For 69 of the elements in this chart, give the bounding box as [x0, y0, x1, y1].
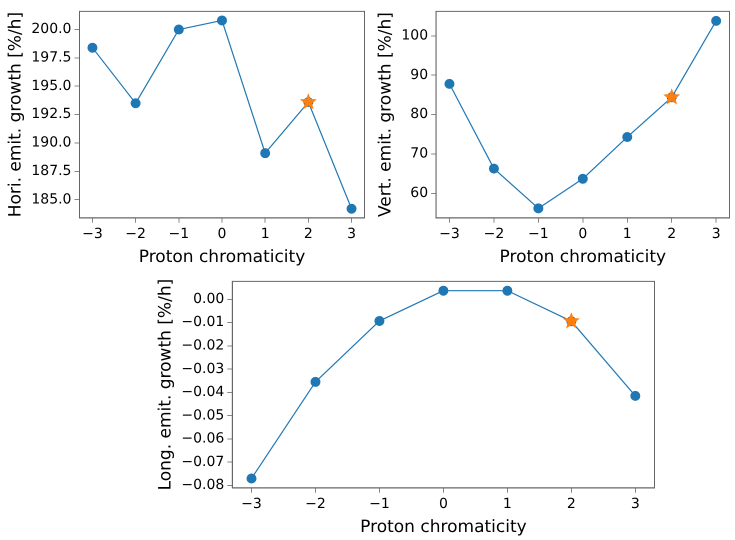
point — [374, 316, 384, 326]
point — [300, 93, 317, 110]
y-tick-label: 195.0 — [31, 78, 72, 94]
y-tick-label: −0.05 — [181, 407, 224, 424]
point — [488, 164, 499, 174]
x-axis-title: Proton chromaticity — [138, 247, 306, 268]
point — [533, 203, 544, 214]
point — [260, 148, 270, 158]
y-axis-title: Vert. emit. growth [%/h] — [376, 12, 396, 218]
point — [174, 24, 184, 35]
point — [502, 286, 512, 296]
y-tick-label: 70 — [410, 146, 428, 162]
y-tick-label: 90 — [410, 66, 428, 83]
y-tick-label: −0.04 — [181, 384, 224, 400]
y-tick-label: −0.02 — [181, 337, 224, 354]
y-tick-label: 185.0 — [31, 191, 72, 208]
x-tick-label: 0 — [218, 226, 226, 242]
x-tick-label: 2 — [667, 226, 676, 242]
point — [562, 312, 580, 328]
x-tick-label: 0 — [578, 226, 588, 242]
x-tick-label: 3 — [712, 226, 721, 242]
x-axis-title: Proton chromaticity — [500, 247, 666, 268]
y-tick-label: −0.03 — [181, 360, 224, 377]
x-tick-label: 2 — [566, 496, 576, 512]
x-tick-label: −1 — [369, 496, 390, 512]
x-tick-label: −1 — [168, 226, 190, 242]
y-tick-label: 197.5 — [31, 50, 72, 66]
point — [130, 98, 141, 108]
point — [246, 473, 256, 484]
x-tick-label: 2 — [304, 226, 313, 242]
y-tick-label: 100 — [401, 27, 428, 44]
x-tick-label: 1 — [502, 496, 512, 512]
x-tick-label: 1 — [622, 226, 632, 242]
point — [87, 42, 98, 53]
point — [711, 16, 722, 26]
y-axis-title: Hori. emit. growth [%/h] — [6, 12, 26, 218]
point — [663, 88, 680, 105]
y-tick-label: −0.07 — [181, 454, 224, 470]
point — [346, 204, 357, 214]
y-tick-label: 190.0 — [31, 134, 72, 151]
point — [630, 390, 640, 401]
y-axis-title: Long. emit. growth [%/h] — [156, 278, 176, 490]
point — [216, 15, 227, 26]
y-tick-label: −0.06 — [181, 430, 224, 447]
point — [438, 286, 448, 296]
x-tick-label: −3 — [241, 496, 262, 512]
x-tick-label: −3 — [82, 226, 103, 242]
point — [578, 174, 588, 184]
point — [622, 132, 632, 142]
x-tick-label: 1 — [260, 226, 270, 242]
y-tick-label: 187.5 — [31, 162, 72, 179]
x-tick-label: −1 — [528, 226, 549, 242]
x-tick-label: 3 — [347, 226, 356, 242]
y-tick-label: 200.0 — [31, 21, 72, 38]
y-tick-label: 0.00 — [193, 290, 224, 307]
point — [310, 376, 320, 387]
x-tick-label: −2 — [125, 226, 146, 242]
x-tick-label: 3 — [630, 496, 640, 512]
x-tick-label: 0 — [438, 496, 448, 512]
y-tick-label: −0.01 — [181, 314, 224, 330]
x-tick-label: −2 — [305, 496, 326, 512]
x-tick-label: −2 — [484, 226, 504, 242]
y-tick-label: −0.08 — [181, 477, 224, 494]
y-tick-label: 192.5 — [31, 106, 72, 122]
y-tick-label: 80 — [410, 106, 428, 122]
point — [444, 78, 454, 89]
y-tick-label: 60 — [410, 185, 428, 202]
x-axis-title: Proton chromaticity — [360, 517, 527, 538]
x-tick-label: −3 — [439, 226, 460, 242]
